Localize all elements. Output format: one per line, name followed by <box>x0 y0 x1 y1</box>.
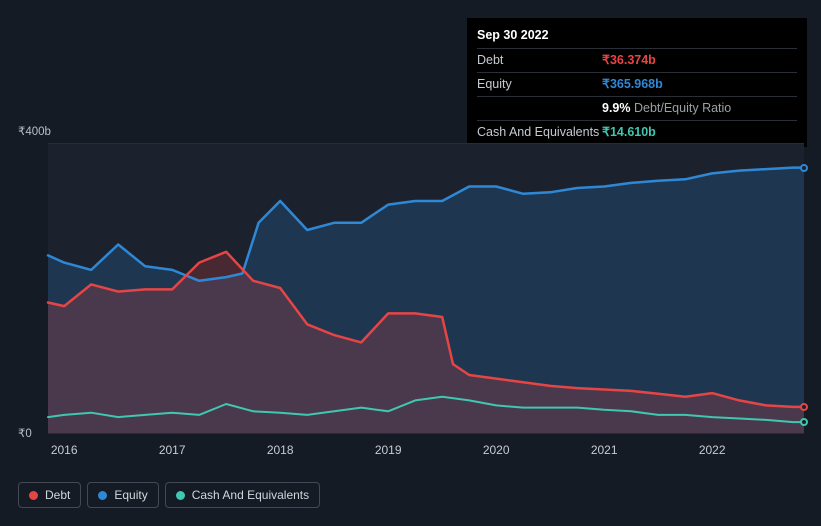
area-chart: ₹400b₹0 2016201720182019202020212022 <box>18 143 804 433</box>
tooltip-value: ₹365.968b <box>602 76 663 93</box>
tooltip-label: Equity <box>477 76 602 93</box>
tooltip-row: 9.9% Debt/Equity Ratio <box>477 96 797 120</box>
debt-end-marker <box>800 403 808 411</box>
x-axis-label: 2016 <box>51 443 78 457</box>
x-axis-label: 2022 <box>699 443 726 457</box>
legend-item[interactable]: Debt <box>18 482 81 508</box>
chart-container: Sep 30 2022 Debt₹36.374bEquity₹365.968b9… <box>0 0 821 526</box>
y-axis-label: ₹0 <box>18 426 48 440</box>
tooltip-label: Debt <box>477 52 602 69</box>
chart-tooltip: Sep 30 2022 Debt₹36.374bEquity₹365.968b9… <box>467 18 807 147</box>
tooltip-value: ₹36.374b <box>602 52 656 69</box>
plot-svg <box>48 143 804 433</box>
legend-dot-icon <box>29 491 38 500</box>
x-axis-label: 2019 <box>375 443 402 457</box>
x-axis-label: 2018 <box>267 443 294 457</box>
cash-end-marker <box>800 418 808 426</box>
x-axis-label: 2020 <box>483 443 510 457</box>
gridline <box>48 433 804 434</box>
tooltip-row: Debt₹36.374b <box>477 48 797 72</box>
legend-item[interactable]: Cash And Equivalents <box>165 482 320 508</box>
equity-end-marker <box>800 164 808 172</box>
chart-legend: Debt Equity Cash And Equivalents <box>18 482 320 508</box>
legend-item[interactable]: Equity <box>87 482 158 508</box>
tooltip-value: 9.9% Debt/Equity Ratio <box>602 100 731 117</box>
x-axis-label: 2021 <box>591 443 618 457</box>
legend-label: Cash And Equivalents <box>192 488 309 502</box>
y-axis-label: ₹400b <box>18 124 48 138</box>
tooltip-value: ₹14.610b <box>602 124 656 141</box>
legend-dot-icon <box>176 491 185 500</box>
legend-label: Equity <box>114 488 147 502</box>
tooltip-label: Cash And Equivalents <box>477 124 602 141</box>
tooltip-row: Cash And Equivalents₹14.610b <box>477 120 797 144</box>
tooltip-date: Sep 30 2022 <box>477 24 797 48</box>
x-axis-label: 2017 <box>159 443 186 457</box>
tooltip-row: Equity₹365.968b <box>477 72 797 96</box>
legend-label: Debt <box>45 488 70 502</box>
legend-dot-icon <box>98 491 107 500</box>
tooltip-label <box>477 100 602 117</box>
